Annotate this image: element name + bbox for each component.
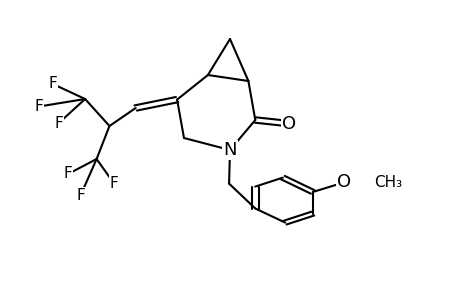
Text: O: O [281,115,295,133]
Text: F: F [34,99,44,114]
Text: F: F [109,176,118,191]
Text: F: F [76,188,85,203]
Text: F: F [48,76,57,92]
Text: O: O [336,173,350,191]
Text: N: N [223,141,236,159]
Text: F: F [54,116,63,130]
Text: CH₃: CH₃ [373,175,401,190]
Text: F: F [63,167,73,182]
